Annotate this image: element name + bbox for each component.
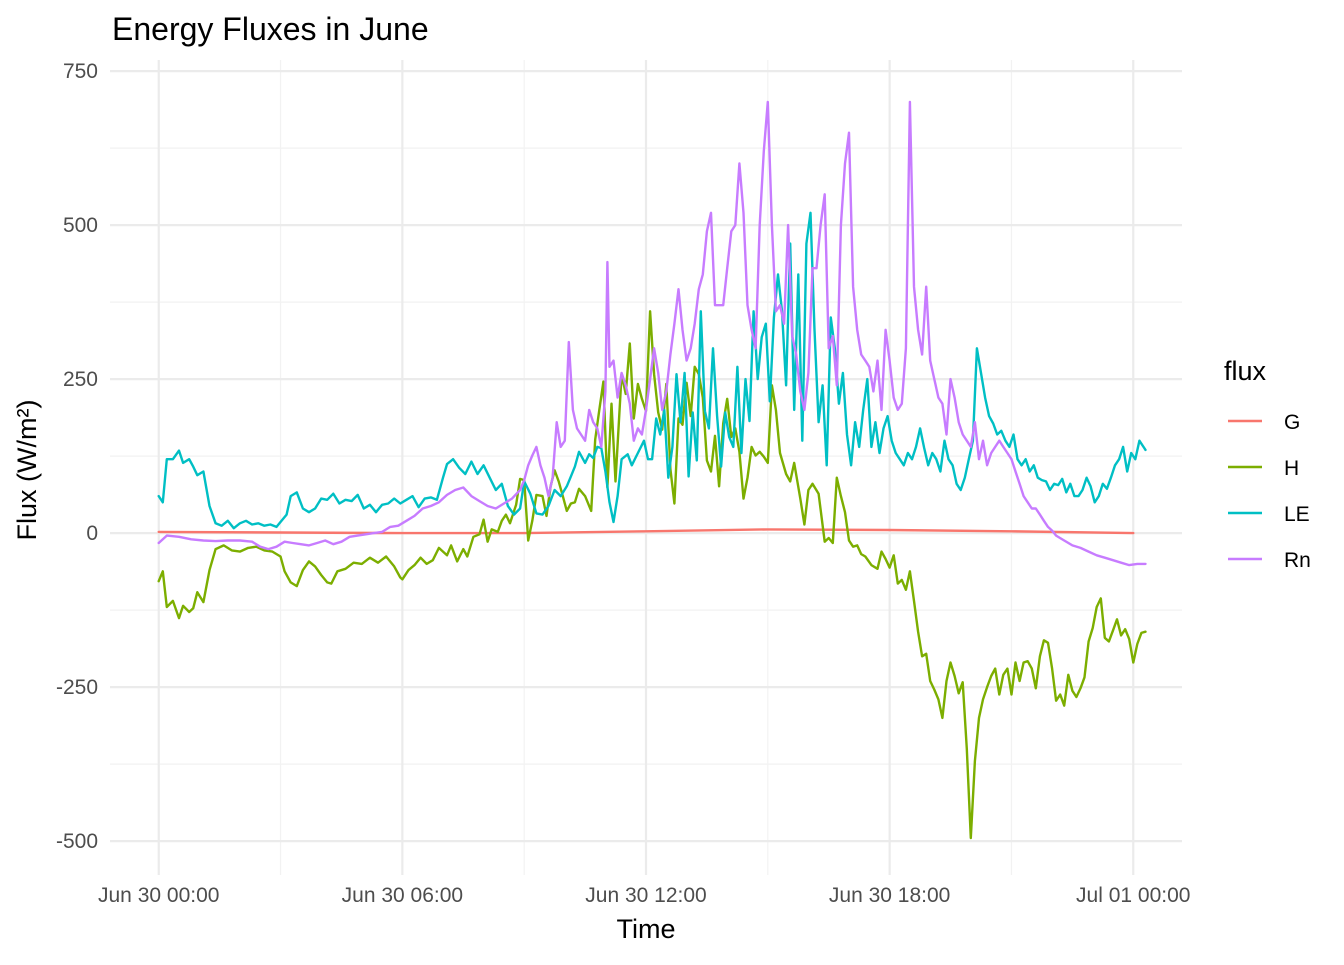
plot-series xyxy=(157,100,1147,840)
x-tick-label: Jun 30 12:00 xyxy=(585,884,706,907)
legend: flux GH LE Rn xyxy=(1224,356,1311,572)
grid-lines xyxy=(110,60,1182,875)
y-tick-label: -500 xyxy=(56,830,98,853)
legend-label: LE xyxy=(1284,503,1310,526)
x-tick-label: Jun 30 18:00 xyxy=(829,884,950,907)
legend-label: Rn xyxy=(1284,549,1311,572)
y-tick-label: 250 xyxy=(63,368,98,391)
x-tick-label: Jul 01 00:00 xyxy=(1076,884,1190,907)
y-axis-ticks: 750 500 250 0 -250 -500 xyxy=(56,60,98,853)
series-line-g xyxy=(157,528,1135,535)
y-tick-label: 500 xyxy=(63,214,98,237)
x-axis-ticks: Jun 30 00:00 Jun 30 06:00 Jun 30 12:00 Jun … xyxy=(98,884,1190,907)
y-tick-label: 750 xyxy=(63,60,98,83)
legend-title: flux xyxy=(1224,356,1267,386)
chart-title: Energy Fluxes in June xyxy=(112,11,429,47)
series-line-le xyxy=(157,211,1147,530)
y-tick-label: 0 xyxy=(86,522,98,545)
x-tick-label: Jun 30 06:00 xyxy=(342,884,463,907)
x-tick-label: Jun 30 00:00 xyxy=(98,884,219,907)
y-tick-label: -250 xyxy=(56,676,98,699)
y-axis-title: Flux (W/m²) xyxy=(12,400,42,541)
legend-label: H xyxy=(1284,457,1299,480)
series-line-h xyxy=(157,310,1147,840)
series-line-rn xyxy=(157,100,1147,567)
legend-label: G xyxy=(1284,411,1300,434)
x-axis-title: Time xyxy=(617,914,676,944)
